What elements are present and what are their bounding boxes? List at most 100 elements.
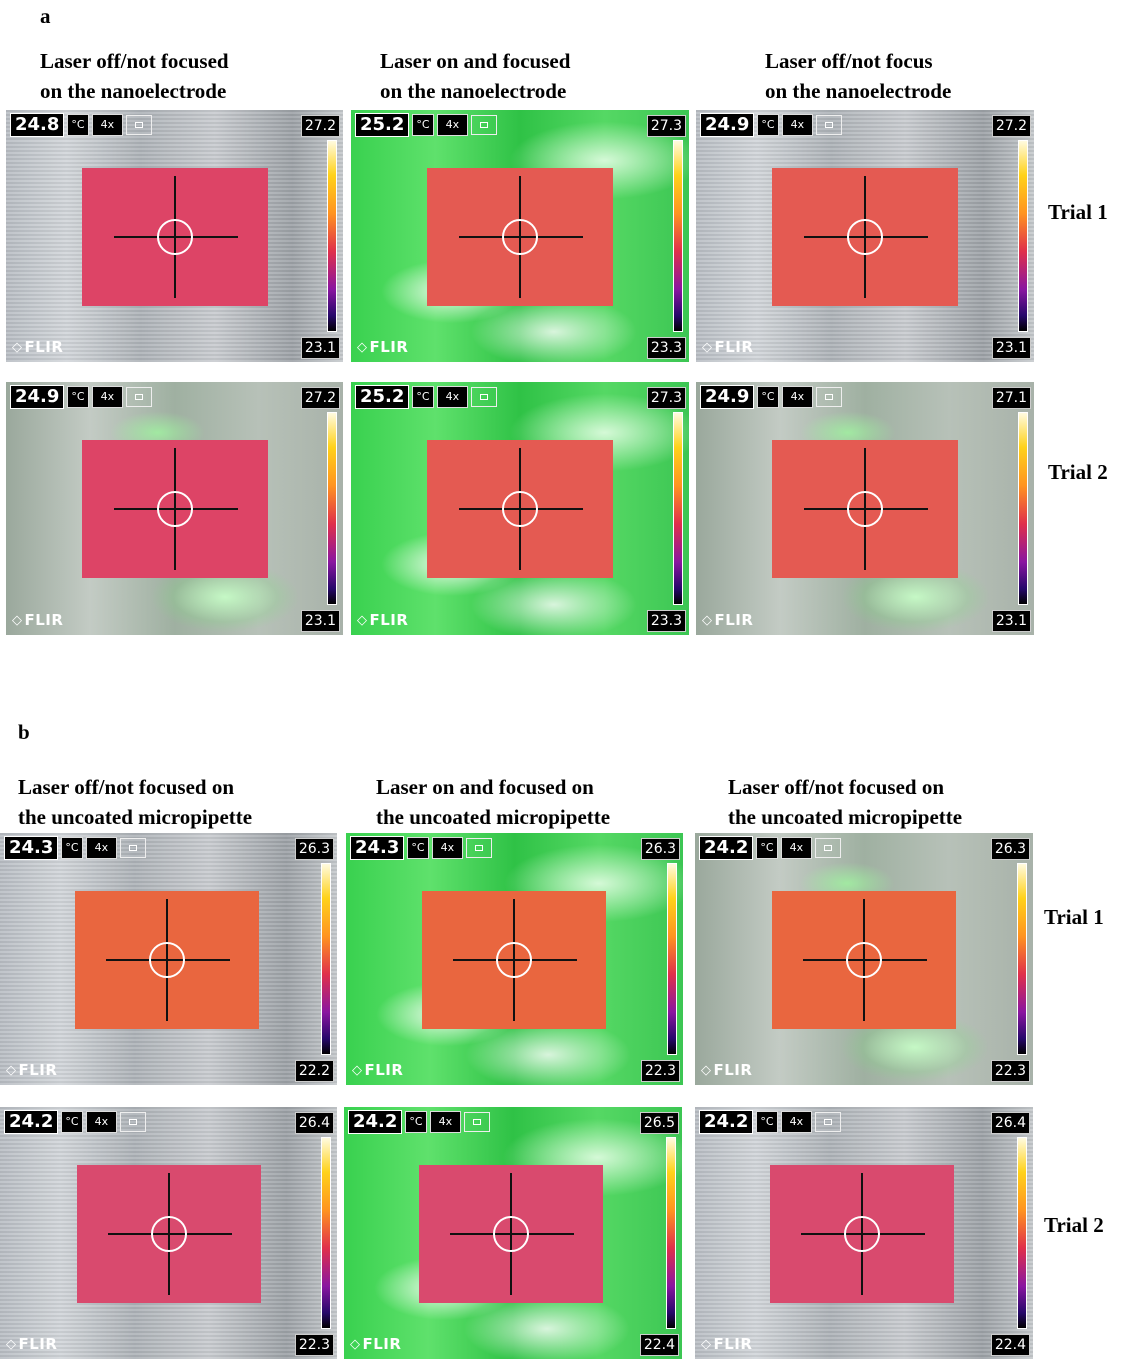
scale-max-value: 27.1 bbox=[991, 387, 1031, 409]
temperature-readout: 24.2 °C 4x bbox=[699, 1110, 842, 1134]
unit-label: °C bbox=[757, 386, 779, 408]
zoom-label: 4x bbox=[436, 114, 469, 136]
crosshair-circle bbox=[149, 942, 185, 978]
scale-min-value: 23.1 bbox=[300, 610, 340, 632]
thermal-frame: 24.2 °C 4x 26.4 22.3 ◇ FLIR bbox=[0, 1107, 337, 1359]
unit-label: °C bbox=[67, 386, 89, 408]
crosshair-circle bbox=[157, 491, 193, 527]
crosshair-circle bbox=[157, 219, 193, 255]
panel-a-col3-title: Laser off/not focus on the nanoelectrode bbox=[765, 49, 952, 103]
zoom-label: 4x bbox=[85, 837, 118, 859]
camera-mode-icon bbox=[126, 387, 153, 407]
camera-mode-icon bbox=[466, 838, 493, 858]
panel-a-trial2-label: Trial 2 bbox=[1048, 460, 1108, 484]
thermal-frame: 24.2 °C 4x 26.4 22.4 ◇ FLIR bbox=[695, 1107, 1033, 1359]
scale-min-value: 22.4 bbox=[990, 1334, 1030, 1356]
camera-mode-icon bbox=[815, 1112, 842, 1132]
zoom-label: 4x bbox=[91, 386, 124, 408]
scale-min-value: 23.1 bbox=[991, 337, 1031, 359]
panel-a-col1-title: Laser off/not focused on the nanoelectrod… bbox=[40, 49, 229, 103]
scale-max-value: 26.4 bbox=[990, 1112, 1030, 1134]
unit-label: °C bbox=[756, 837, 778, 859]
zoom-label: 4x bbox=[780, 1111, 813, 1133]
flir-logo-icon: ◇ bbox=[701, 1062, 712, 1078]
flir-logo-icon: ◇ bbox=[6, 1336, 17, 1352]
flir-logo: ◇ FLIR bbox=[6, 1335, 58, 1353]
flir-logo-icon: ◇ bbox=[352, 1062, 363, 1078]
spot-temperature: 24.3 bbox=[4, 836, 59, 860]
colorbar bbox=[673, 140, 683, 332]
spot-temperature: 24.3 bbox=[350, 836, 405, 860]
scale-min-value: 23.3 bbox=[646, 610, 686, 632]
temperature-readout: 25.2 °C 4x bbox=[355, 113, 498, 137]
zoom-label: 4x bbox=[91, 114, 124, 136]
unit-label: °C bbox=[412, 386, 434, 408]
scale-max-value: 26.3 bbox=[990, 838, 1030, 860]
unit-label: °C bbox=[412, 114, 434, 136]
spot-temperature: 25.2 bbox=[355, 385, 410, 409]
temperature-readout: 24.3 °C 4x bbox=[350, 836, 493, 860]
flir-logo-icon: ◇ bbox=[12, 612, 23, 628]
colorbar bbox=[1018, 140, 1028, 332]
spot-temperature: 24.2 bbox=[348, 1110, 403, 1134]
temperature-readout: 25.2 °C 4x bbox=[355, 385, 498, 409]
colorbar bbox=[666, 1137, 676, 1329]
camera-mode-icon bbox=[471, 115, 498, 135]
scale-max-value: 27.2 bbox=[300, 387, 340, 409]
temperature-readout: 24.9 °C 4x bbox=[700, 385, 843, 409]
camera-mode-icon bbox=[816, 115, 843, 135]
scale-max-value: 26.4 bbox=[294, 1112, 334, 1134]
temperature-readout: 24.2 °C 4x bbox=[348, 1110, 491, 1134]
zoom-label: 4x bbox=[781, 114, 814, 136]
spot-temperature: 24.9 bbox=[700, 113, 755, 137]
scale-min-value: 22.3 bbox=[640, 1060, 680, 1082]
thermal-frame: 24.9 °C 4x 27.2 23.1 ◇ FLIR bbox=[696, 110, 1034, 362]
spot-temperature: 24.2 bbox=[4, 1110, 59, 1134]
temperature-readout: 24.2 °C 4x bbox=[699, 836, 842, 860]
colorbar bbox=[327, 140, 337, 332]
flir-logo: ◇ FLIR bbox=[702, 611, 754, 629]
temperature-readout: 24.2 °C 4x bbox=[4, 1110, 147, 1134]
thermal-frame: 25.2 °C 4x 27.3 23.3 ◇ FLIR bbox=[351, 382, 689, 635]
camera-mode-icon bbox=[120, 1112, 147, 1132]
unit-label: °C bbox=[67, 114, 89, 136]
colorbar bbox=[673, 412, 683, 605]
panel-b-col2-title: Laser on and focused on the uncoated micr… bbox=[376, 775, 611, 829]
zoom-label: 4x bbox=[85, 1111, 118, 1133]
panel-b-col3-title: Laser off/not focused on the uncoated mic… bbox=[728, 775, 963, 829]
camera-mode-icon bbox=[126, 115, 153, 135]
crosshair-circle bbox=[502, 219, 538, 255]
panel-a-col2-title: Laser on and focused on the nanoelectrode bbox=[380, 49, 571, 103]
scale-max-value: 27.3 bbox=[646, 387, 686, 409]
flir-logo: ◇ FLIR bbox=[350, 1335, 402, 1353]
flir-logo: ◇ FLIR bbox=[702, 338, 754, 356]
flir-logo: ◇ FLIR bbox=[12, 338, 64, 356]
colorbar bbox=[1017, 1137, 1027, 1329]
flir-logo-icon: ◇ bbox=[6, 1062, 17, 1078]
thermal-frame: 24.9 °C 4x 27.1 23.1 ◇ FLIR bbox=[696, 382, 1034, 635]
unit-label: °C bbox=[61, 837, 83, 859]
flir-logo: ◇ FLIR bbox=[352, 1061, 404, 1079]
camera-mode-icon bbox=[815, 838, 842, 858]
colorbar bbox=[321, 1137, 331, 1329]
scale-min-value: 22.2 bbox=[294, 1060, 334, 1082]
unit-label: °C bbox=[407, 837, 429, 859]
panel-a-trial1-label: Trial 1 bbox=[1048, 200, 1108, 224]
camera-mode-icon bbox=[471, 387, 498, 407]
colorbar bbox=[1018, 412, 1028, 605]
scale-max-value: 27.3 bbox=[646, 115, 686, 137]
scale-min-value: 23.1 bbox=[300, 337, 340, 359]
colorbar bbox=[321, 863, 331, 1055]
unit-label: °C bbox=[757, 114, 779, 136]
zoom-label: 4x bbox=[781, 386, 814, 408]
zoom-label: 4x bbox=[780, 837, 813, 859]
spot-temperature: 24.9 bbox=[10, 385, 65, 409]
flir-logo-icon: ◇ bbox=[350, 1336, 361, 1352]
crosshair-circle bbox=[496, 942, 532, 978]
thermal-frame: 24.9 °C 4x 27.2 23.1 ◇ FLIR bbox=[6, 382, 343, 635]
flir-logo-icon: ◇ bbox=[702, 612, 713, 628]
panel-b-letter: b bbox=[18, 720, 30, 744]
spot-temperature: 24.9 bbox=[700, 385, 755, 409]
temperature-readout: 24.8 °C 4x bbox=[10, 113, 153, 137]
thermal-frame: 24.8 °C 4x 27.2 23.1 ◇ FLIR bbox=[6, 110, 343, 362]
